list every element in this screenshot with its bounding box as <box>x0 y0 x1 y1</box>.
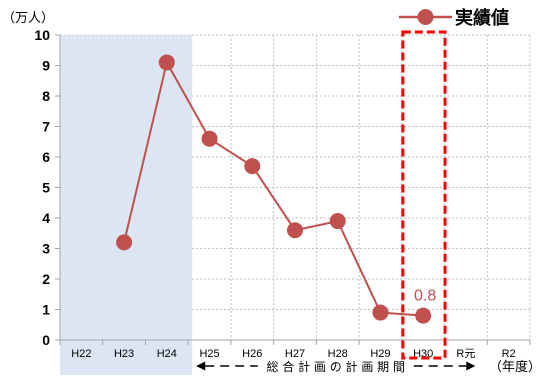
x-tick-label: H23 <box>114 348 134 360</box>
x-tick-label: H25 <box>199 348 219 360</box>
y-tick-label: 5 <box>42 180 50 196</box>
legend: 実績値 <box>399 7 509 29</box>
y-tick-label: 4 <box>42 210 50 226</box>
data-point-h28 <box>329 213 346 230</box>
data-point-h29 <box>372 304 389 321</box>
x-tick-labels: H22 H23 H24 H25 H26 H27 H28 H29 H30 R元 R2 <box>71 348 515 360</box>
y-tick-label: 0 <box>42 332 50 348</box>
series-0 <box>116 54 432 324</box>
y-tick-label: 6 <box>42 149 50 165</box>
x-tick-label: H28 <box>328 348 348 360</box>
x-axis-unit-label: （年度） <box>489 359 541 375</box>
period-label: 総 合 計 画 の 計 画 期 間 <box>266 359 405 374</box>
data-point-h24 <box>158 54 175 71</box>
axes <box>55 34 531 345</box>
data-point-h26 <box>244 158 261 175</box>
y-tick-label: 2 <box>42 271 50 287</box>
x-tick-label: H27 <box>285 348 305 360</box>
x-tick-label: H24 <box>157 348 177 360</box>
x-tick-label: H26 <box>242 348 262 360</box>
data-point-h30 <box>415 307 432 324</box>
y-tick-label: 7 <box>42 119 50 135</box>
x-tick-label: H22 <box>71 348 91 360</box>
y-tick-label: 10 <box>34 27 50 43</box>
highlight-box <box>401 30 447 360</box>
y-tick-label: 1 <box>42 302 50 318</box>
series-line <box>123 59 424 317</box>
y-tick-label: 8 <box>42 88 50 104</box>
y-axis-unit-label: （万人） <box>2 11 54 26</box>
y-tick-labels: 0 1 2 3 4 5 6 7 8 9 10 <box>34 27 50 348</box>
arrow-right-icon <box>466 361 476 371</box>
x-tick-label: H29 <box>370 348 390 360</box>
period-annotation: 総 合 計 画 の 計 画 期 間 <box>196 359 476 374</box>
legend-label: 実績値 <box>455 7 509 29</box>
shaded-period-region <box>60 35 193 375</box>
data-label: 0.8 <box>414 288 436 305</box>
data-point-h23 <box>116 234 133 251</box>
data-point-h25 <box>201 130 218 147</box>
arrow-left-icon <box>196 361 206 371</box>
x-tick-label: R2 <box>502 348 516 360</box>
legend-marker-icon <box>417 9 434 25</box>
x-tick-label: R元 <box>456 348 475 360</box>
data-point-h27 <box>287 222 303 239</box>
y-tick-label: 3 <box>42 241 50 257</box>
y-tick-label: 9 <box>42 58 50 74</box>
